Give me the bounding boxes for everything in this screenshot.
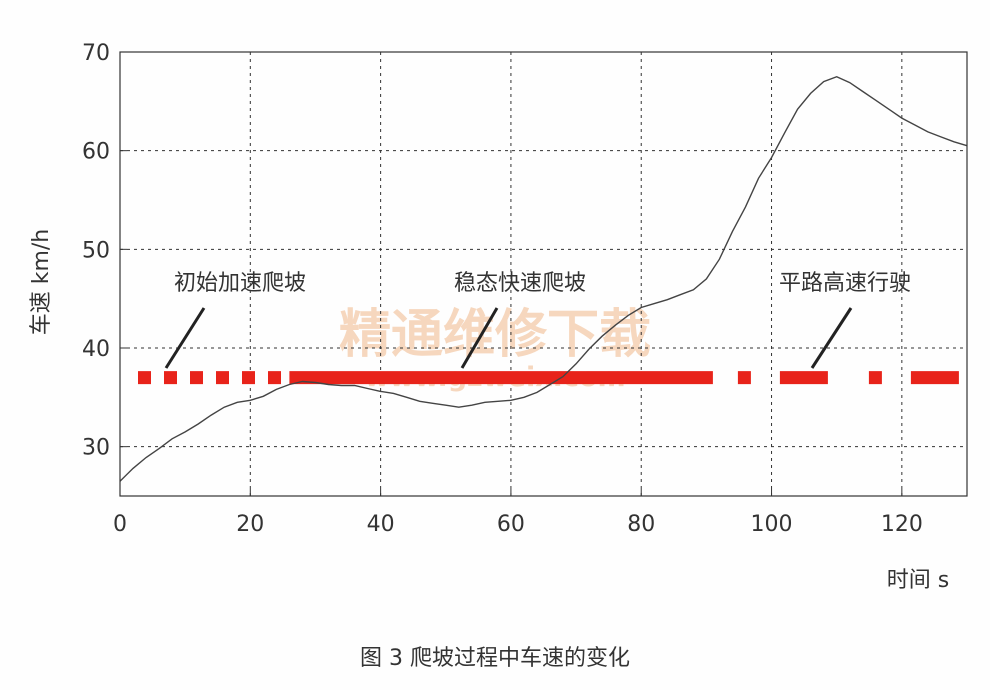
phase-pointer-3: [810, 307, 853, 369]
y-tick-label: 70: [82, 41, 110, 66]
phase-labels: 初始加速爬坡 稳态快速爬坡 平路高速行驶: [164, 271, 911, 369]
x-tick-label: 40: [367, 512, 395, 537]
x-tick-label: 100: [751, 512, 793, 537]
x-tick-label: 60: [497, 512, 525, 537]
x-tick-label: 80: [627, 512, 655, 537]
phase-pointer-2: [460, 307, 499, 369]
x-ticks: 0 20 40 60 80 100 120: [113, 489, 923, 537]
watermark-title: 精通维修下载: [339, 305, 651, 365]
x-tick-label: 20: [236, 512, 264, 537]
y-tick-label: 60: [82, 140, 110, 165]
phase-label-3: 平路高速行驶: [779, 271, 911, 296]
x-axis-label: 时间 s: [887, 568, 949, 593]
y-axis-label: 车速 km/h: [29, 229, 54, 336]
y-tick-label: 30: [82, 436, 110, 461]
series-line: [119, 75, 968, 482]
y-ticks: 30 40 50 60 70: [82, 41, 127, 461]
y-tick-label: 40: [82, 337, 110, 362]
x-tick-label: 120: [881, 512, 923, 537]
phase-pointer-1: [164, 307, 206, 369]
phase-label-2: 稳态快速爬坡: [454, 271, 586, 296]
grid: [120, 52, 967, 496]
plot-frame: [119, 51, 968, 497]
x-tick-label: 0: [113, 512, 127, 537]
y-tick-label: 50: [82, 238, 110, 263]
phase-label-1: 初始加速爬坡: [174, 271, 306, 296]
figure-caption: 图 3 爬坡过程中车速的变化: [360, 646, 630, 671]
